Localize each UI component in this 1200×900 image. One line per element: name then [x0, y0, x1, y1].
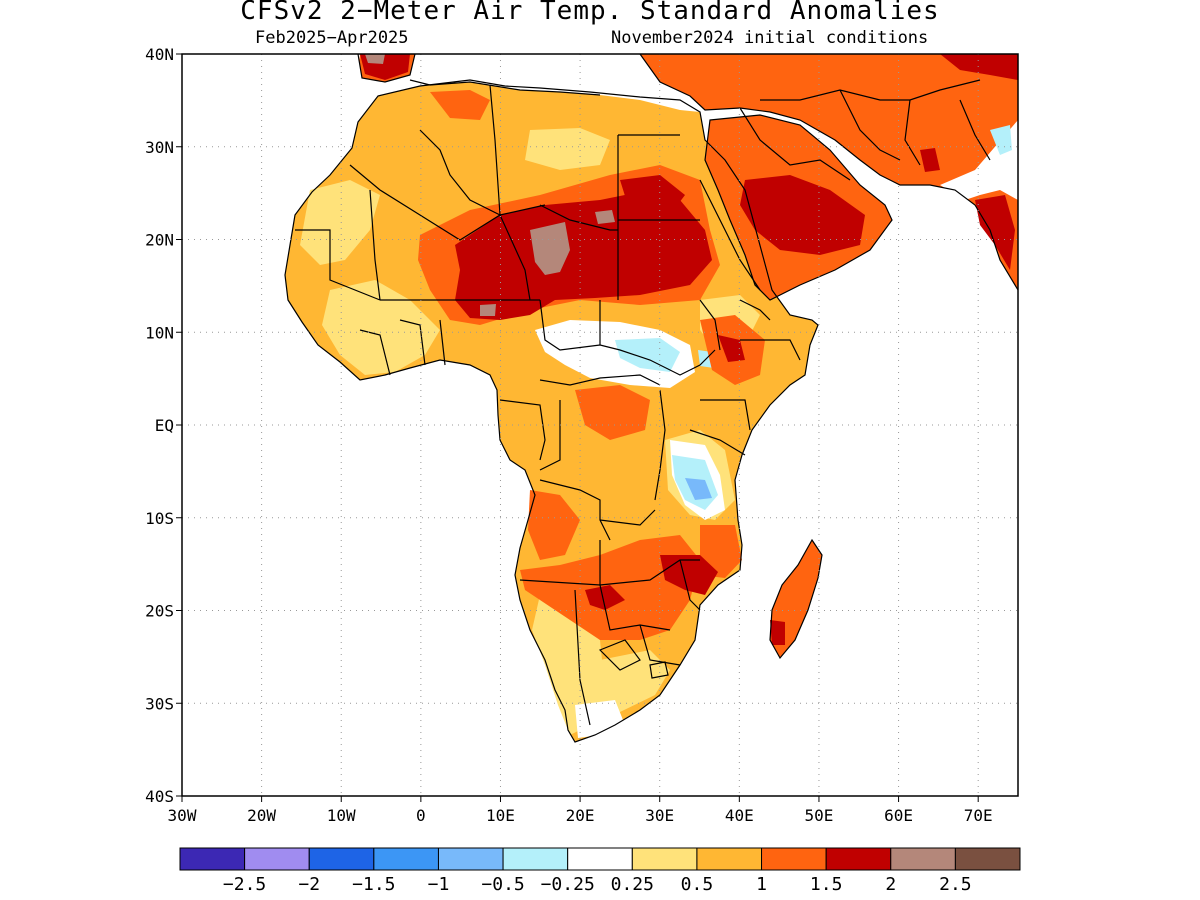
- lon-tick-label: 60E: [884, 806, 913, 825]
- country-borders: [284, 54, 1018, 743]
- colorbar-label: 2: [885, 874, 896, 895]
- colorbar-label: 1.5: [810, 874, 843, 895]
- colorbar-swatch: [954, 847, 1021, 871]
- lon-tick-label: 20W: [247, 806, 276, 825]
- longitude-labels: 30W 20W 10W 0 10E 20E 30E 40E 50E 60E 70E: [168, 806, 993, 825]
- lat-tick-label: 40N: [145, 45, 174, 64]
- colorbar-swatch: [825, 847, 892, 871]
- colorbar-swatch: [373, 847, 439, 871]
- lat-tick-label: 10S: [145, 509, 174, 528]
- colorbar-swatch: [502, 847, 569, 871]
- lon-tick-label: 10E: [486, 806, 515, 825]
- lon-tick-label: 0: [416, 806, 426, 825]
- lat-tick-label: 20N: [145, 231, 174, 250]
- colorbar-swatch: [761, 847, 827, 871]
- lat-tick-label: 10N: [145, 323, 174, 342]
- colorbar-label: 2.5: [939, 874, 972, 895]
- map-frame: [181, 53, 1019, 797]
- lon-tick-label: 50E: [804, 806, 833, 825]
- colorbar-label: −0.25: [541, 874, 595, 895]
- colorbar-swatch: [244, 847, 310, 871]
- colorbar: −2.5 −2 −1.5 −1 −0.5 −0.25 0.25 0.5 1 1.5 2 2.5: [179, 847, 1021, 895]
- colorbar-label: −0.5: [481, 874, 524, 895]
- colorbar-swatch: [631, 847, 698, 871]
- colorbar-label: 0.5: [681, 874, 714, 895]
- lon-tick-label: 70E: [964, 806, 993, 825]
- colorbar-label: 0.25: [611, 874, 654, 895]
- colorbar-label: −1.5: [352, 874, 395, 895]
- middle-east-landmass: [640, 54, 1018, 290]
- initial-conditions: November2024 initial conditions: [611, 28, 929, 48]
- lon-tick-label: 20E: [566, 806, 595, 825]
- forecast-period: Feb2025−Apr2025: [255, 28, 409, 48]
- lat-tick-label: EQ: [155, 416, 174, 435]
- colorbar-label: −2: [298, 874, 320, 895]
- lon-tick-label: 30E: [645, 806, 674, 825]
- lon-tick-label: 30W: [168, 806, 197, 825]
- colorbar-swatch: [179, 847, 246, 871]
- lat-tick-label: 30S: [145, 694, 174, 713]
- anomaly-shading: [182, 54, 1018, 742]
- lon-tick-label: 10W: [327, 806, 356, 825]
- colorbar-label: 1: [756, 874, 767, 895]
- colorbar-label: −1: [428, 874, 450, 895]
- chart-title: CFSv2 2−Meter Air Temp. Standard Anomali…: [240, 0, 940, 26]
- colorbar-label: −2.5: [223, 874, 266, 895]
- lat-tick-label: 20S: [145, 602, 174, 621]
- colorbar-swatch: [437, 847, 504, 871]
- lon-tick-label: 40E: [725, 806, 754, 825]
- colorbar-swatch: [890, 847, 956, 871]
- colorbar-swatch: [308, 847, 375, 871]
- colorbar-swatch: [567, 847, 633, 871]
- colorbar-swatch: [696, 847, 763, 871]
- lat-tick-label: 40S: [145, 787, 174, 806]
- latitude-labels: 40N 30N 20N 10N EQ 10S 20S 30S 40S: [145, 45, 174, 806]
- lat-tick-label: 30N: [145, 138, 174, 157]
